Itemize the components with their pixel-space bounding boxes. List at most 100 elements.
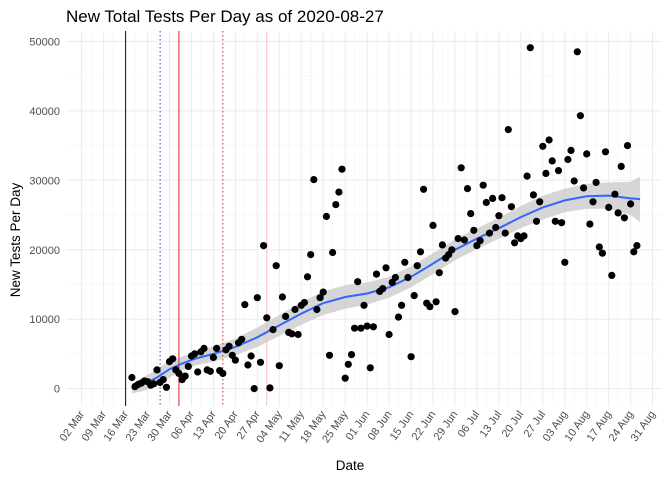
- y-tick-label: 0: [54, 384, 60, 396]
- data-point: [169, 355, 177, 363]
- data-point: [617, 162, 625, 170]
- smooth-curve: [131, 194, 641, 390]
- data-point: [294, 330, 302, 339]
- data-point: [454, 235, 462, 243]
- data-point: [303, 273, 312, 281]
- data-point: [586, 220, 594, 228]
- data-point: [529, 191, 538, 199]
- data-point: [532, 217, 541, 225]
- data-point: [282, 312, 290, 320]
- data-point: [357, 324, 365, 332]
- data-point: [407, 353, 415, 361]
- data-point: [335, 188, 343, 196]
- data-point: [470, 226, 478, 234]
- data-point: [583, 150, 591, 158]
- data-point: [601, 148, 610, 156]
- data-point: [567, 146, 575, 154]
- data-point: [605, 203, 613, 211]
- data-point: [510, 239, 519, 247]
- data-point: [250, 385, 258, 393]
- data-point: [410, 292, 418, 300]
- data-point: [401, 258, 409, 266]
- data-point: [162, 383, 170, 391]
- data-point: [416, 248, 425, 256]
- data-point: [231, 356, 239, 364]
- data-point: [498, 194, 506, 202]
- data-point: [325, 351, 334, 359]
- data-point: [354, 278, 362, 286]
- data-points: [128, 44, 641, 393]
- data-point: [382, 264, 390, 272]
- data-point: [363, 322, 371, 330]
- data-point: [611, 190, 619, 198]
- data-point: [595, 243, 603, 251]
- data-point: [181, 372, 189, 380]
- data-point: [501, 229, 509, 237]
- data-point: [366, 364, 374, 372]
- confidence-band-area: [131, 176, 640, 394]
- chart-title: New Total Tests Per Day as of 2020-08-27: [66, 7, 384, 26]
- data-point: [576, 112, 585, 120]
- x-tick-label: 29 Jun: [432, 409, 461, 443]
- data-point: [394, 313, 403, 321]
- data-point: [413, 262, 421, 270]
- data-point: [241, 301, 249, 309]
- data-point: [435, 269, 443, 277]
- data-point: [548, 157, 556, 165]
- x-tick-label: 20 Jul: [500, 409, 527, 440]
- data-point: [338, 165, 346, 173]
- data-point: [438, 241, 446, 249]
- data-point: [627, 200, 635, 208]
- data-point: [545, 136, 553, 144]
- confidence-band: [131, 176, 640, 394]
- data-point: [432, 298, 440, 306]
- data-point: [482, 198, 490, 207]
- data-point: [266, 384, 274, 392]
- data-point: [247, 352, 255, 360]
- data-point: [238, 335, 246, 343]
- data-point: [344, 360, 352, 368]
- data-point: [385, 330, 393, 339]
- data-point: [420, 185, 428, 193]
- x-tick-label: 06 Jul: [456, 409, 483, 440]
- grid: [66, 31, 662, 406]
- data-point: [623, 142, 632, 150]
- x-axis-label: Date: [336, 458, 365, 473]
- data-point: [448, 246, 456, 254]
- data-point: [332, 201, 340, 209]
- data-point: [558, 219, 566, 227]
- y-tick-label: 50000: [29, 36, 60, 48]
- data-point: [391, 273, 399, 282]
- data-point: [219, 369, 227, 377]
- data-point: [489, 194, 497, 202]
- data-point: [275, 362, 283, 370]
- data-point: [592, 178, 600, 186]
- data-point: [580, 184, 588, 192]
- data-point: [175, 369, 183, 377]
- data-point: [209, 353, 217, 361]
- y-tick-label: 20000: [29, 245, 60, 257]
- data-point: [451, 308, 459, 316]
- data-point: [369, 323, 377, 331]
- data-point: [184, 362, 192, 370]
- data-point: [263, 314, 271, 322]
- x-tick-label: 13 Jul: [478, 409, 505, 440]
- data-point: [404, 273, 412, 282]
- y-tick-label: 40000: [29, 106, 60, 118]
- y-axis-ticks: 0 10000 20000 30000 40000 50000: [29, 36, 60, 395]
- data-point: [278, 293, 286, 301]
- data-point: [194, 368, 202, 376]
- data-point: [504, 126, 512, 134]
- reference-lines: [125, 31, 312, 406]
- data-point: [467, 210, 475, 218]
- data-point: [351, 324, 359, 332]
- y-tick-label: 30000: [29, 175, 60, 187]
- data-point: [206, 367, 214, 375]
- data-point: [307, 251, 315, 259]
- data-point: [319, 288, 327, 296]
- smooth-line: [131, 194, 641, 390]
- data-point: [542, 169, 550, 177]
- data-point: [360, 301, 368, 309]
